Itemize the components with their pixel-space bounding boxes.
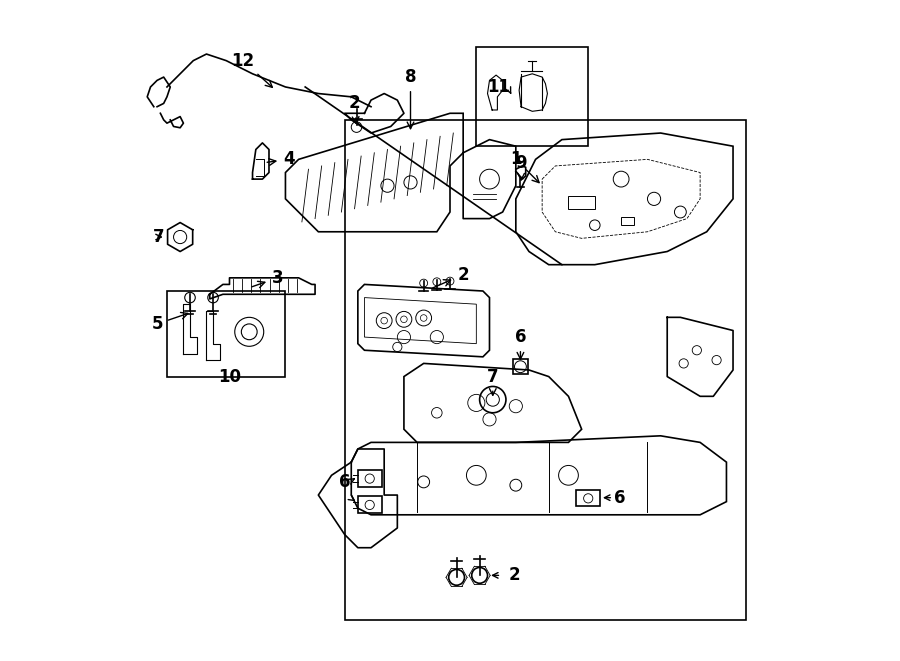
Bar — [358, 470, 382, 487]
Text: 1: 1 — [510, 150, 539, 182]
Bar — [576, 490, 600, 506]
Text: 12: 12 — [231, 52, 273, 87]
Text: 7: 7 — [487, 368, 499, 395]
Bar — [569, 196, 595, 209]
Text: 3: 3 — [252, 269, 284, 288]
Text: 2: 2 — [508, 566, 520, 584]
Text: 8: 8 — [405, 68, 417, 129]
Text: 2: 2 — [433, 266, 469, 288]
Text: 4: 4 — [267, 150, 294, 169]
Text: 11: 11 — [487, 78, 510, 96]
Text: 2: 2 — [348, 95, 360, 124]
Text: 9: 9 — [516, 153, 526, 180]
Bar — [358, 496, 382, 514]
Text: 5: 5 — [151, 313, 188, 333]
Text: 6: 6 — [614, 488, 626, 507]
Text: 7: 7 — [153, 228, 165, 246]
Text: 10: 10 — [218, 368, 241, 385]
Text: 6: 6 — [515, 328, 526, 359]
Bar — [621, 217, 634, 225]
Bar — [513, 360, 527, 374]
Text: 6: 6 — [339, 473, 350, 491]
